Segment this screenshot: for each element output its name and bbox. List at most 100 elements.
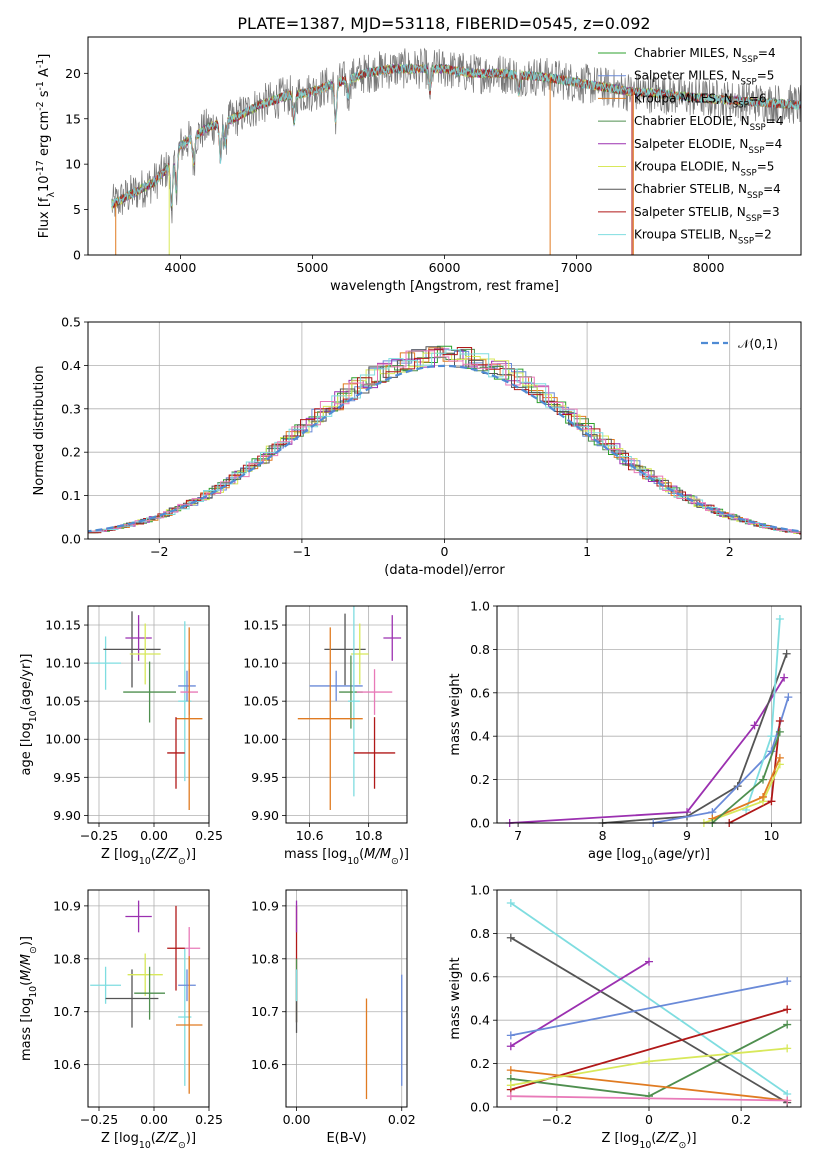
weight-marker: [645, 957, 653, 966]
y-tick-label: 10.00: [243, 732, 279, 747]
age_vs_Z-y-axis-label: age [log10​(age/yr)]: [19, 653, 39, 775]
residual-histogram-panel: −2 −1 0 1 2 0.0 0.1 0.2 0.3 0.4 0.5 (data-model)/er…: [32, 315, 802, 578]
weight-vs-metallicity-panel: −0.2 0 0.2 0.0 0.2 0.4 0.6 0.8 1.0 Z [log10​(Z/Z⊙…: [448, 883, 802, 1151]
histogram-series: [88, 346, 801, 534]
y-tick-label: 10.8: [53, 951, 81, 966]
y-tick-label: 0.2: [470, 1056, 490, 1071]
weight-marker: [783, 1044, 792, 1053]
legend-label: Salpeter MILES, NSSP​=5: [634, 69, 774, 88]
x-tick-label: 7000: [561, 260, 593, 275]
weight_vs_age-series: [505, 615, 793, 827]
weight-marker: [506, 1081, 515, 1090]
weight-marker: [775, 717, 784, 726]
y-tick-label: 1.0: [470, 883, 490, 898]
weight_vs_age-ticks: 7 8 9 10 0.0 0.2 0.4 0.6 0.8 1.0: [470, 599, 779, 844]
weight_vs_age-frame: [496, 605, 802, 824]
weight-marker: [784, 693, 793, 702]
y-tick-label: 0.4: [470, 1013, 490, 1028]
age_vs_mass-ticks: 10.6 10.8 9.90 9.95 10.00 10.05 10.10 10.15: [243, 618, 382, 843]
weight-marker: [780, 673, 789, 682]
y-tick-label: 0.4: [470, 729, 490, 744]
y-tick-label: 10: [65, 157, 81, 172]
weight_vs_Z-frame: [496, 889, 802, 1108]
weight-marker: [506, 1092, 515, 1101]
y-tick-label: 0.5: [61, 315, 81, 330]
y-tick-label: 0.6: [470, 685, 490, 700]
mass_vs_EBV-ticks: 0.00 0.02 10.6 10.7 10.8 10.9: [251, 898, 416, 1127]
weight-marker: [506, 1031, 515, 1040]
weight-marker: [775, 753, 784, 762]
weight-line: [510, 1008, 788, 1091]
legend-label: Chabrier MILES, NSSP​=4: [634, 46, 776, 65]
mass-vs-metallicity-panel: −0.25 0.00 0.25 10.6 10.7 10.8 10.9 Z [log10​(Z…: [19, 889, 223, 1151]
spectrum-series-group: [111, 47, 801, 255]
x-tick-label: 8000: [693, 260, 725, 275]
legend-label: Chabrier ELODIE, NSSP​=4: [634, 114, 783, 133]
x-tick-label: 0: [441, 544, 449, 559]
mass-vs-extinction-panel: 0.00 0.02 10.6 10.7 10.8 10.9 E(B-V): [251, 889, 416, 1146]
x-tick-label: 0: [645, 1112, 653, 1127]
x-tick-label: 0.25: [195, 828, 223, 843]
x-tick-label: 2: [726, 544, 734, 559]
weight-marker: [782, 649, 791, 658]
x-tick-label: 10.6: [296, 828, 324, 843]
weight-line: [602, 653, 788, 824]
y-tick-label: 0.8: [470, 642, 490, 657]
residual_histogram-frame: [87, 321, 802, 540]
y-tick-label: 20: [65, 66, 81, 81]
mass_vs_Z-frame: [87, 889, 210, 1108]
weight-line: [510, 1069, 788, 1102]
weight-marker: [783, 977, 792, 986]
y-tick-label: 10.9: [53, 898, 81, 913]
weight-marker: [767, 797, 776, 806]
weight-line: [510, 960, 650, 1047]
gaussian-curve: [88, 364, 801, 533]
mass_vs_Z-points: [90, 900, 203, 1094]
y-tick-label: 0.2: [61, 445, 81, 460]
histogram-steps: [88, 345, 801, 535]
mass_vs_EBV-points: [295, 900, 403, 1100]
y-tick-label: 0.8: [470, 926, 490, 941]
weight-marker: [506, 933, 515, 942]
observed-spectrum: [111, 47, 801, 224]
y-tick-label: 10.15: [243, 618, 279, 633]
weight-marker: [783, 1005, 792, 1014]
weight-marker: [506, 1042, 515, 1051]
weight-marker: [775, 727, 784, 736]
y-tick-label: 9.95: [251, 770, 279, 785]
x-tick-label: −0.2: [542, 1112, 572, 1127]
age_vs_mass-x-axis-label: mass [log10​(M/M⊙​)]: [284, 847, 409, 867]
spectrum-x-axis-label: wavelength [Angstrom, rest frame]: [330, 279, 559, 294]
legend-label: Salpeter ELODIE, NSSP​=4: [634, 137, 782, 156]
x-tick-label: 0.2: [731, 1112, 751, 1127]
legend-label: Kroupa MILES, NSSP​=6: [634, 91, 767, 110]
y-tick-label: 9.90: [53, 808, 81, 823]
weight-line: [653, 696, 790, 824]
weight-marker: [750, 721, 759, 730]
x-tick-label: 0.00: [140, 1112, 168, 1127]
y-tick-label: 0.2: [470, 772, 490, 787]
y-tick-label: 10.10: [243, 656, 279, 671]
mass_vs_Z-y-axis-label: mass [log10​(M/M⊙​)]: [19, 936, 39, 1061]
x-tick-label: 10.8: [355, 828, 383, 843]
figure-title: PLATE=1387, MJD=53118, FIBERID=0545, z=0…: [237, 14, 650, 33]
spectrum-legend: Chabrier MILES, NSSP​=4 Salpeter MILES, N…: [598, 46, 783, 247]
y-tick-label: 0.6: [470, 969, 490, 984]
model-spectrum: [111, 63, 801, 207]
x-tick-label: 0.02: [388, 1112, 416, 1127]
residual_histogram-ticks: −2 −1 0 1 2 0.0 0.1 0.2 0.3 0.4 0.5: [61, 315, 734, 560]
spectrum-ticks: 4000 5000 6000 7000 8000 0 5 10 15 20: [65, 66, 724, 275]
age_vs_mass-points: [297, 606, 402, 811]
legend-label: Kroupa ELODIE, NSSP​=5: [634, 160, 774, 179]
x-tick-label: 0.25: [195, 1112, 223, 1127]
weight-line: [509, 677, 785, 824]
weight_vs_age-y-axis-label: mass weight: [448, 673, 463, 755]
residual_histogram-y-axis-label: Normed distribution: [32, 366, 47, 496]
weight-marker: [645, 1057, 653, 1066]
x-tick-label: 8: [599, 828, 607, 843]
y-tick-label: 10.10: [45, 656, 81, 671]
spectrum-y-axis-label: Flux [fλ​10-17​ erg cm-2​ s-1​ A-1​]: [35, 54, 57, 239]
age_vs_mass-grid: [286, 606, 407, 823]
x-tick-label: −1: [293, 544, 311, 559]
age_vs_Z-points: [90, 611, 203, 811]
